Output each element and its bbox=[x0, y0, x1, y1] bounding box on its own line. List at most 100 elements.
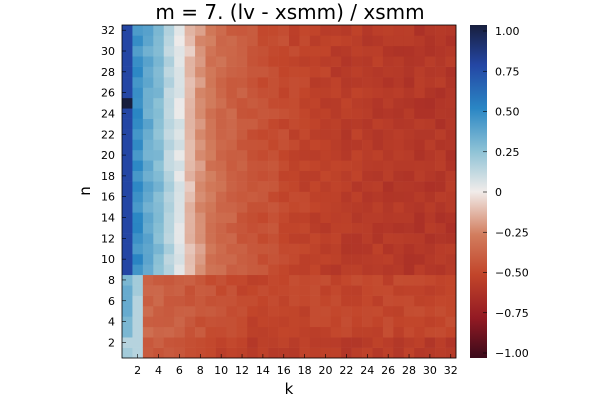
heatmap-cell bbox=[330, 170, 342, 182]
heatmap-cell bbox=[330, 201, 342, 213]
heatmap-cell bbox=[372, 97, 384, 109]
heatmap-cell bbox=[403, 274, 415, 286]
heatmap-cell bbox=[132, 149, 144, 161]
heatmap-cell bbox=[435, 129, 446, 140]
y-tick-label: 28 bbox=[101, 66, 115, 79]
heatmap-cell bbox=[132, 118, 144, 130]
heatmap-cell bbox=[351, 97, 363, 109]
heatmap-cell bbox=[236, 337, 248, 348]
heatmap-cell bbox=[309, 149, 321, 161]
heatmap-cell bbox=[382, 316, 394, 328]
heatmap-cell bbox=[362, 129, 373, 140]
heatmap-cell bbox=[393, 97, 405, 109]
heatmap-cell bbox=[278, 191, 290, 203]
heatmap-cell bbox=[195, 222, 206, 234]
heatmap-cell bbox=[330, 347, 342, 359]
heatmap-cell bbox=[132, 243, 144, 255]
heatmap-cell bbox=[424, 337, 436, 348]
heatmap-cell bbox=[414, 264, 425, 276]
heatmap-cell bbox=[278, 108, 290, 119]
heatmap-cell bbox=[236, 35, 248, 47]
heatmap-cell bbox=[268, 253, 279, 265]
heatmap-cell bbox=[435, 326, 446, 338]
heatmap-cell bbox=[163, 295, 175, 307]
x-tick-label: 8 bbox=[197, 364, 204, 377]
heatmap-cell bbox=[341, 108, 352, 119]
heatmap-cell bbox=[163, 56, 175, 67]
heatmap-cell bbox=[195, 243, 206, 255]
heatmap-cell bbox=[268, 295, 279, 307]
heatmap-cell bbox=[362, 191, 373, 203]
heatmap-cell bbox=[403, 66, 415, 78]
heatmap-cell bbox=[278, 264, 290, 276]
heatmap-cell bbox=[403, 87, 415, 99]
heatmap-cell bbox=[278, 201, 290, 213]
heatmap-cell bbox=[289, 108, 300, 119]
heatmap-cell bbox=[351, 191, 363, 203]
heatmap-cell bbox=[289, 129, 300, 140]
heatmap-cell bbox=[299, 181, 311, 192]
heatmap-cell bbox=[320, 305, 332, 317]
heatmap-cell bbox=[215, 347, 227, 359]
heatmap-cell bbox=[174, 347, 185, 359]
heatmap-cell bbox=[132, 129, 144, 140]
y-tick-label: 16 bbox=[101, 191, 115, 204]
heatmap-cell bbox=[414, 118, 425, 130]
heatmap-cell bbox=[236, 305, 248, 317]
heatmap-cell bbox=[226, 97, 238, 109]
heatmap-cell bbox=[163, 316, 175, 328]
heatmap-cell bbox=[174, 139, 185, 151]
heatmap-cell bbox=[163, 35, 175, 47]
heatmap-cell bbox=[341, 253, 352, 265]
heatmap-cell bbox=[153, 170, 165, 182]
heatmap-cell bbox=[226, 285, 238, 296]
heatmap-cell bbox=[320, 316, 332, 328]
heatmap-cell bbox=[215, 170, 227, 182]
heatmap-cell bbox=[351, 243, 363, 255]
heatmap-cell bbox=[382, 129, 394, 140]
heatmap-cell bbox=[226, 87, 238, 99]
heatmap-cell bbox=[278, 181, 290, 192]
heatmap-cell bbox=[163, 233, 175, 244]
heatmap-cell bbox=[435, 181, 446, 192]
heatmap-cell bbox=[205, 191, 217, 203]
heatmap-cell bbox=[414, 295, 425, 307]
heatmap-cell bbox=[132, 97, 144, 109]
heatmap-cell bbox=[184, 77, 196, 88]
heatmap-cell bbox=[122, 77, 133, 88]
heatmap-cell bbox=[320, 233, 332, 244]
heatmap-cell bbox=[226, 129, 238, 140]
heatmap-cell bbox=[278, 222, 290, 234]
heatmap-cell bbox=[247, 97, 258, 109]
heatmap-cell bbox=[330, 87, 342, 99]
heatmap-cell bbox=[205, 326, 217, 338]
heatmap-cell bbox=[320, 77, 332, 88]
heatmap-cell bbox=[122, 56, 133, 67]
heatmap-cell bbox=[236, 160, 248, 171]
heatmap-cell bbox=[320, 87, 332, 99]
y-axis-label: n bbox=[76, 186, 94, 196]
heatmap-cell bbox=[309, 285, 321, 296]
heatmap-cell bbox=[341, 316, 352, 328]
heatmap-cell bbox=[372, 129, 384, 140]
heatmap-cell bbox=[414, 337, 425, 348]
heatmap-cell bbox=[320, 170, 332, 182]
heatmap-cell bbox=[132, 25, 144, 36]
heatmap-cell bbox=[132, 316, 144, 328]
heatmap-cell bbox=[309, 295, 321, 307]
heatmap-cell bbox=[268, 233, 279, 244]
heatmap-cell bbox=[424, 25, 436, 36]
x-tick-label: 2 bbox=[134, 364, 141, 377]
heatmap-cell bbox=[247, 274, 258, 286]
heatmap-cell bbox=[435, 118, 446, 130]
heatmap-cell bbox=[393, 253, 405, 265]
heatmap-cell bbox=[445, 337, 457, 348]
heatmap-cell bbox=[226, 108, 238, 119]
heatmap-cell bbox=[330, 253, 342, 265]
heatmap-cell bbox=[330, 233, 342, 244]
heatmap-cell bbox=[268, 35, 279, 47]
heatmap-cell bbox=[257, 212, 269, 224]
heatmap-cell bbox=[299, 285, 311, 296]
heatmap-cell bbox=[205, 139, 217, 151]
